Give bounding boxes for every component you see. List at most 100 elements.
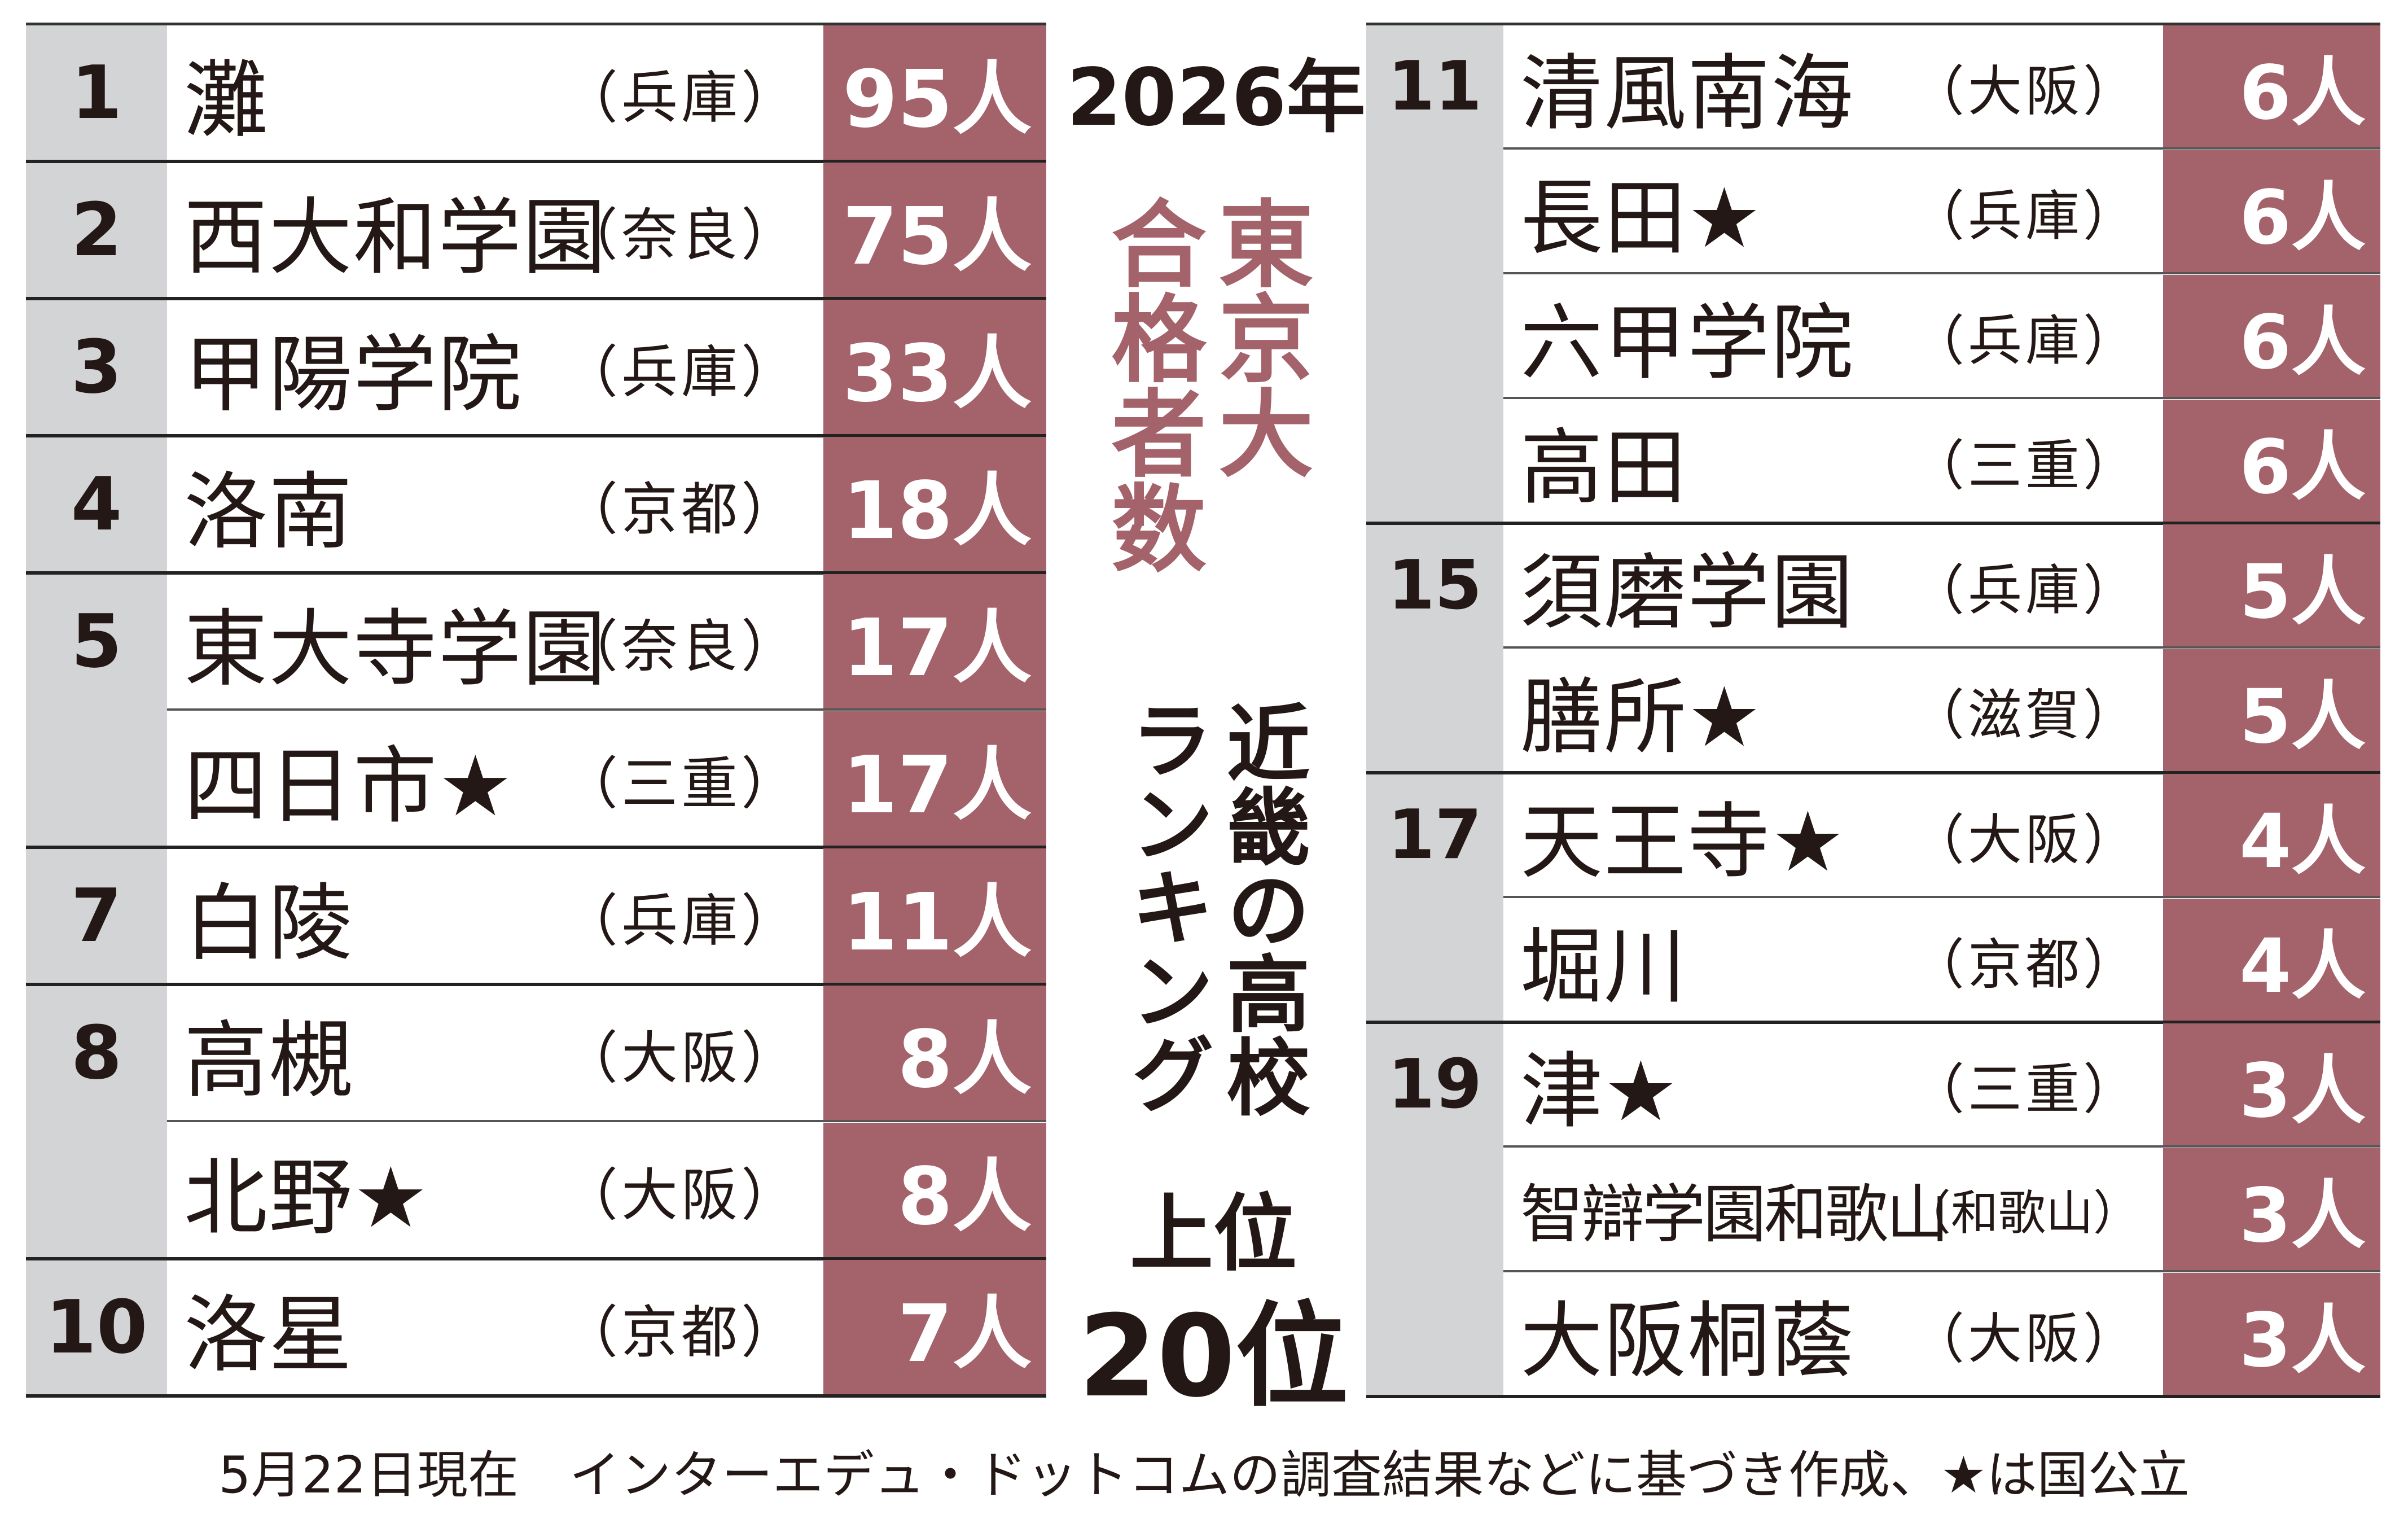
school-name: 西大和学園 [184,189,607,286]
admission-count: 6人 [2163,275,2380,397]
ranking-row: 長田★ （兵庫） 6人 [1366,150,2380,272]
subtitle-ranking: ランキング [1116,697,1213,1115]
row-divider [26,983,1046,986]
admission-count: 75人 [823,163,1046,297]
ranking-row: 4 洛南 （京都） 18人 [26,437,1046,571]
admission-count: 33人 [823,300,1046,434]
rank-number: 19 [1388,1045,1482,1124]
ranking-row: 北野★ （大阪） 8人 [26,1123,1046,1257]
row-divider [1503,272,2380,274]
ranking-table-left: 1 灘（兵庫） 95人 2 西大和学園 （奈良） 75人 3 甲陽学院 （兵庫） 33人 4 洛南 （京都… [26,23,1046,1398]
prefecture-label: （大阪） [562,1025,801,1091]
ranking-row: 17 天王寺★ （大阪） 4人 [1366,774,2380,896]
school-name: 長田★ [1520,170,1762,266]
admission-count: 4人 [2163,899,2380,1021]
school-name: 甲陽学院 [184,326,523,423]
admission-count: 7人 [823,1260,1046,1394]
row-divider [1366,522,2380,525]
row-divider [26,160,1046,163]
ranking-row: 四日市★ （三重） 17人 [26,711,1046,846]
prefecture-label: （大阪） [1910,808,2141,872]
rank-number: 11 [1388,47,1482,126]
rank-number: 7 [71,873,122,958]
rank-number: 17 [1388,795,1482,874]
row-divider [1366,771,2380,774]
footnote: 5月22日現在 インターエデュ・ドットコムの調査結果などに基づき作成、★は国公立 [218,1446,2190,1505]
school-name: 智辯学園和歌山 [1520,1178,1949,1251]
admission-count: 3人 [2163,1148,2380,1270]
row-divider [1366,1395,2380,1398]
rank-number: 4 [71,461,122,547]
row-divider [26,571,1046,575]
school-name: 清風南海 [1520,45,1854,142]
prefecture-label: （兵庫） [1910,309,2141,373]
prefecture-label: （京都） [1910,933,2141,996]
school-name: 津★ [1520,1043,1679,1140]
rank-number: 10 [45,1284,148,1370]
admission-count: 3人 [2163,1023,2380,1145]
ranking-row: 六甲学院 （兵庫） 6人 [1366,275,2380,397]
admission-count: 8人 [823,986,1046,1120]
admission-count: 6人 [2163,400,2380,522]
ranking-row: 7 白陵 （兵庫） 11人 [26,848,1046,983]
admission-count: 5人 [2163,524,2380,646]
ranking-row: 高田 （三重） 6人 [1366,400,2380,522]
prefecture-label: （三重） [562,750,801,817]
admission-count: 5人 [2163,649,2380,771]
row-divider [26,846,1046,849]
school-name: 須磨学園 [1520,544,1854,641]
ranking-row: 大阪桐蔭 （大阪） 3人 [1366,1273,2380,1395]
prefecture-label: （京都） [562,1299,801,1365]
ranking-row: 堀川 （京都） 4人 [1366,899,2380,1021]
prefecture-label: （兵庫） [562,64,801,131]
ranking-row: 1 灘 （兵庫） 95人 [26,25,1046,160]
ranking-row: 11 清風南海 （大阪） 6人 [1366,25,2380,147]
prefecture-label: （三重） [1910,434,2141,497]
admission-count: 6人 [2163,25,2380,147]
admission-count: 17人 [823,574,1046,708]
ranking-row: 膳所★ （滋賀） 5人 [1366,649,2380,771]
row-divider [26,1257,1046,1260]
table-top-border [1366,23,2380,25]
ranking-row: 8 高槻 （大阪） 8人 [26,986,1046,1120]
school-name: 堀川 [1520,918,1687,1015]
prefecture-label: （大阪） [1910,59,2141,123]
prefecture-label: （兵庫） [562,887,801,954]
row-divider [1503,896,2380,898]
rank-number: 3 [71,324,122,410]
admission-count: 3人 [2163,1273,2380,1395]
row-divider [167,1120,1046,1122]
prefecture-label: （京都） [562,476,801,542]
school-name: 東大寺学園 [184,600,607,698]
prefecture-label: （大阪） [562,1162,801,1228]
top-label: 上位 [1130,1185,1297,1282]
row-divider [26,434,1046,437]
ranking-row: 智辯学園和歌山 （和歌山） 3人 [1366,1148,2380,1270]
title-gokakusha: 合格者数 [1095,195,1206,574]
school-name: 天王寺★ [1520,794,1846,890]
table-top-border [26,23,1046,25]
school-name: 北野★ [184,1149,429,1246]
school-name: 洛南 [184,463,353,561]
rank-number: 2 [71,187,122,273]
subtitle-kinki: 近畿の高校 [1212,700,1309,1118]
prefecture-label: （三重） [1910,1057,2141,1121]
ranking-row: 19 津★ （三重） 3人 [1366,1023,2380,1145]
row-divider [1503,147,2380,150]
school-name: 高槻 [184,1012,353,1109]
ranking-row: 3 甲陽学院 （兵庫） 33人 [26,300,1046,434]
prefecture-label: （滋賀） [1910,683,2141,747]
rank-number: 8 [71,1010,122,1096]
rank-column-background [26,23,167,1394]
admission-count: 11人 [823,848,1046,983]
row-divider [26,297,1046,300]
prefecture-label: （兵庫） [562,339,801,405]
rank-number: 15 [1388,546,1482,625]
row-divider [1503,397,2380,399]
admission-count: 8人 [823,1123,1046,1257]
school-name: 大阪桐蔭 [1520,1293,1854,1389]
prefecture-label: （和歌山） [1903,1185,2141,1241]
top20-label: 20位 [1078,1291,1349,1422]
row-divider [1503,1145,2380,1148]
ranking-row: 2 西大和学園 （奈良） 75人 [26,163,1046,297]
